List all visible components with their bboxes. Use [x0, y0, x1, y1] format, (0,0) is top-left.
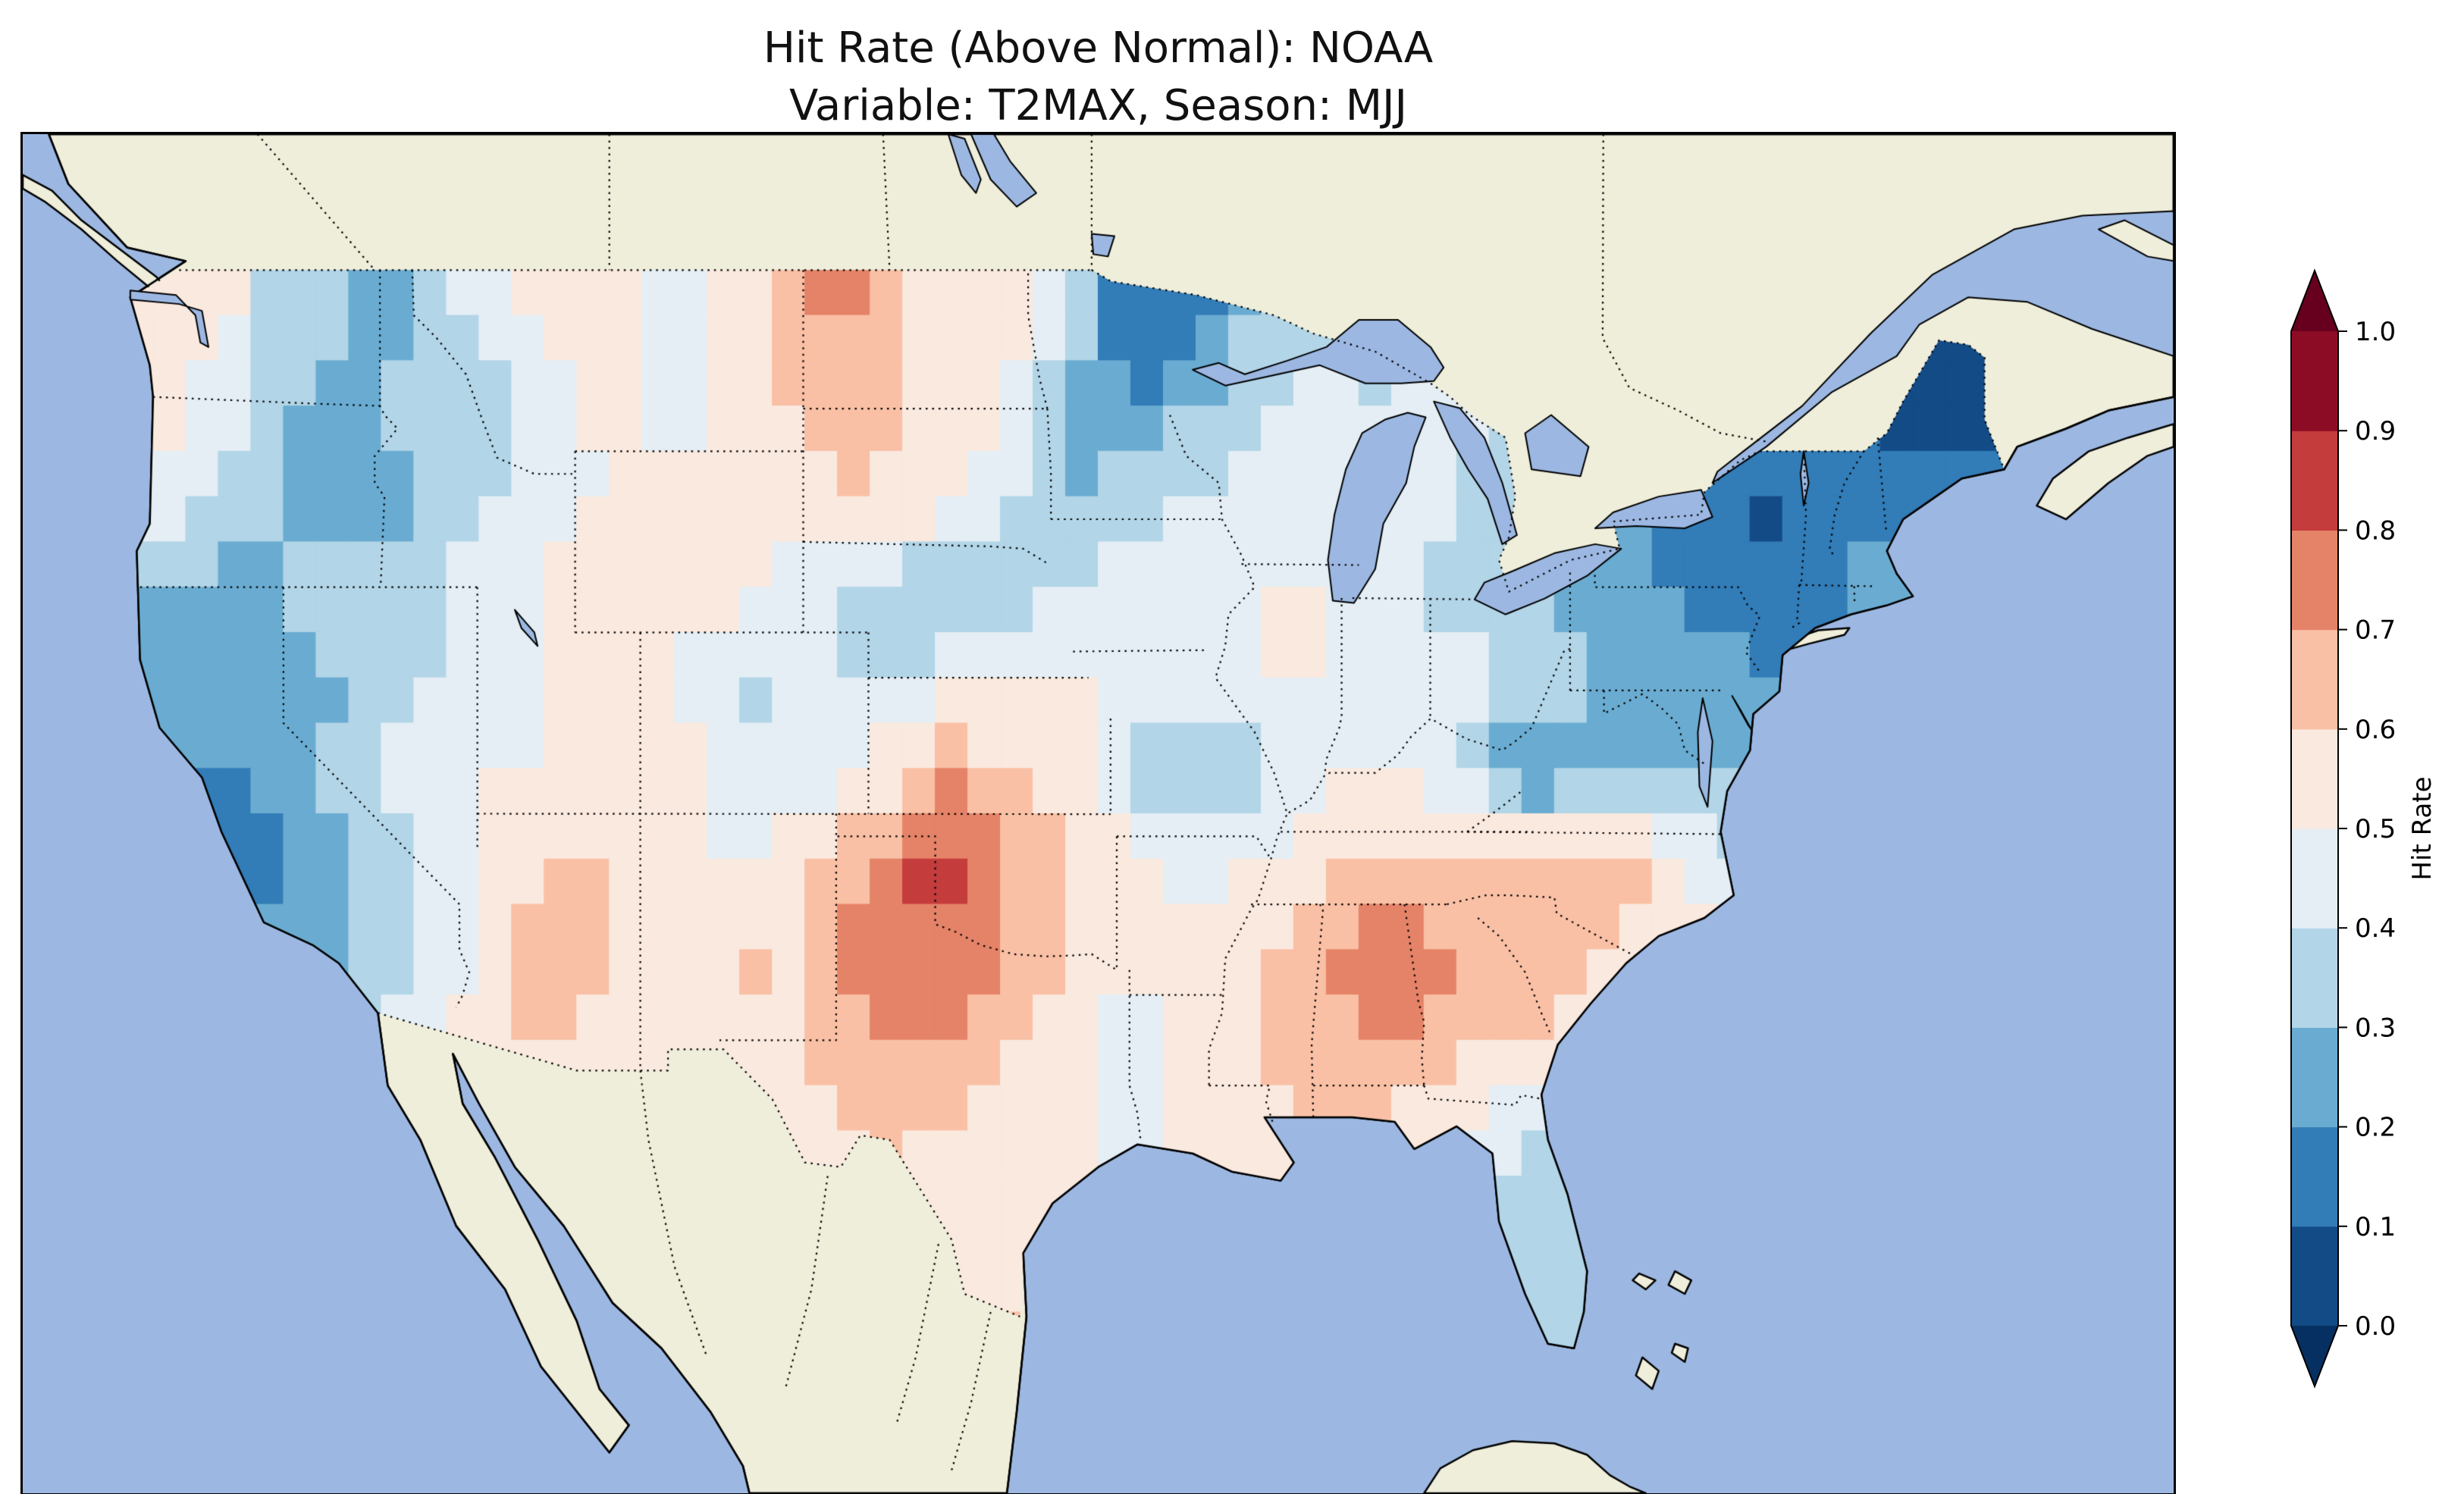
colorbar-svg: 1.0 0.9 0.8 0.7 0.6 0.5 0.4 0.3 0.2 0.1 0.0 Hit Rat… — [2290, 268, 2437, 1389]
svg-text:0.0: 0.0 — [2355, 1311, 2396, 1342]
svg-text:Hit Rate: Hit Rate — [2407, 776, 2437, 880]
map-panel — [20, 132, 2176, 1494]
chart-title-line-1: Hit Rate (Above Normal): NOAA — [763, 23, 1434, 73]
svg-text:0.7: 0.7 — [2355, 615, 2396, 646]
svg-text:0.6: 0.6 — [2355, 715, 2396, 745]
chart-title-line-2: Variable: T2MAX, Season: MJJ — [788, 81, 1408, 130]
svg-text:0.8: 0.8 — [2355, 515, 2396, 546]
svg-text:0.4: 0.4 — [2355, 913, 2396, 944]
us-hit-rate-map-canvas — [23, 134, 2174, 1493]
chart-title: Hit Rate (Above Normal): NOAA Variable: … — [23, 20, 2174, 135]
svg-text:0.1: 0.1 — [2355, 1212, 2396, 1242]
svg-text:0.5: 0.5 — [2355, 814, 2396, 844]
colorbar: 1.0 0.9 0.8 0.7 0.6 0.5 0.4 0.3 0.2 0.1 0.0 Hit Rat… — [2274, 258, 2464, 1425]
svg-text:0.9: 0.9 — [2355, 416, 2396, 446]
svg-text:0.2: 0.2 — [2355, 1113, 2396, 1143]
svg-text:1.0: 1.0 — [2355, 317, 2396, 347]
svg-text:0.3: 0.3 — [2355, 1013, 2396, 1043]
